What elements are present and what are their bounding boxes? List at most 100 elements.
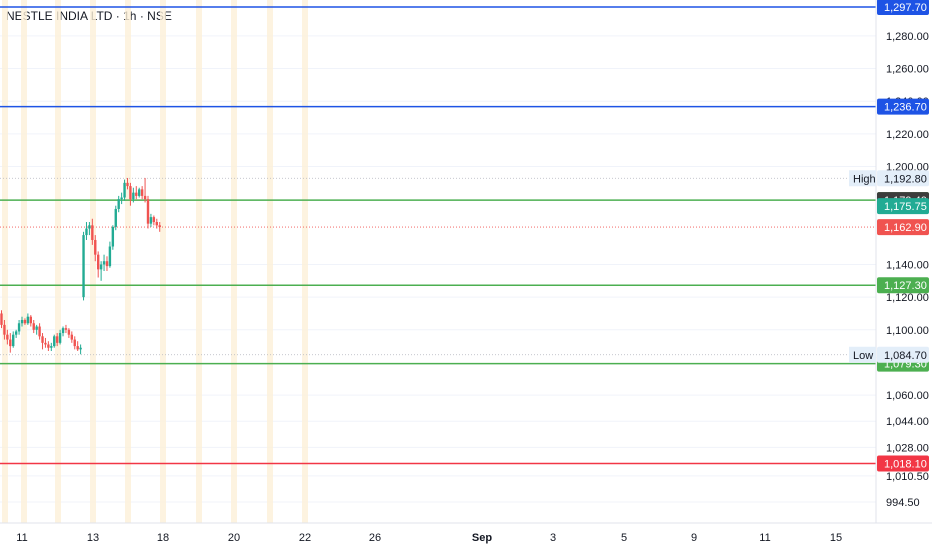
candle-body [114, 208, 117, 227]
candle-body [61, 328, 65, 334]
price-tag-label: 1,018.10 [884, 459, 927, 471]
price-tag-label: 1,236.70 [884, 102, 927, 114]
candle-body [26, 316, 30, 324]
candle-body [55, 336, 59, 343]
candle [155, 218, 158, 229]
candle [73, 336, 76, 350]
candle [35, 324, 38, 335]
price-tag-box [877, 277, 929, 294]
candle [152, 215, 156, 226]
candle [0, 310, 3, 329]
price-axis: 1,280.001,260.001,240.001,220.001,200.00… [849, 0, 932, 550]
time-tick-label: 20 [228, 532, 240, 544]
candle [53, 334, 56, 348]
price-tick-label: 1,028.00 [886, 442, 929, 454]
candle-body [132, 192, 135, 200]
candle-body [35, 326, 38, 330]
price-tick-label: 994.50 [886, 497, 920, 509]
time-tick-label: Sep [472, 532, 492, 544]
candle-body [47, 344, 50, 348]
candle-body [79, 347, 82, 350]
candle [111, 225, 115, 250]
candle [12, 331, 15, 348]
level-price-tag: 1,236.70 [877, 98, 929, 115]
candle-body [32, 323, 35, 330]
candle [55, 333, 59, 347]
marker-tag-box [849, 170, 876, 187]
session-band [231, 0, 237, 523]
candle [20, 316, 24, 327]
candle-body [3, 324, 6, 335]
candle [61, 326, 65, 337]
horizontal-levels [0, 6, 876, 465]
candle [17, 319, 21, 335]
candle [120, 192, 123, 205]
time-tick-label: 15 [830, 532, 842, 544]
candle [146, 195, 150, 229]
candle [3, 319, 6, 340]
candle [44, 337, 47, 348]
candle-body [20, 319, 24, 324]
candle [123, 179, 126, 201]
high-tag: High [849, 170, 876, 187]
candle [32, 319, 35, 334]
candle [94, 235, 97, 262]
candle [108, 241, 112, 268]
candle [38, 323, 41, 340]
candle-body [0, 313, 3, 325]
marker-price-tag: 1,162.90 [877, 219, 929, 236]
candle [138, 187, 141, 198]
candle-body [155, 222, 158, 226]
session-band [302, 0, 308, 523]
marker-tag-label: High [853, 173, 876, 185]
candle [102, 254, 106, 272]
candle [126, 177, 129, 190]
candle-body [129, 186, 132, 200]
candle [29, 315, 32, 327]
candle-body [143, 195, 147, 200]
candle-body [14, 331, 18, 335]
candle-body [138, 189, 141, 196]
marker-price-tag: 1,084.70 [877, 346, 929, 363]
candle-body [29, 316, 32, 324]
candle-body [108, 246, 112, 267]
price-tag-label: 1,297.70 [884, 2, 927, 14]
time-axis: 11 13 18 20 22 26 Sep 3 5 9 11 15 [0, 522, 932, 544]
price-tick-label: 1,260.00 [886, 64, 929, 76]
candle-body [58, 333, 62, 343]
candle-body [149, 217, 153, 224]
session-band [90, 0, 96, 523]
candle-body [41, 336, 44, 343]
candle-body [82, 235, 85, 298]
price-tick-label: 1,044.00 [886, 416, 929, 428]
candle [58, 329, 62, 345]
candle-body [6, 334, 9, 340]
price-tag-label: 1,127.30 [884, 280, 927, 292]
candle [149, 213, 153, 227]
candle-body [117, 199, 120, 209]
candle-body [99, 264, 103, 270]
session-band [160, 0, 166, 523]
candle-body [50, 346, 53, 348]
candle [135, 186, 138, 200]
candle-body [105, 261, 109, 267]
low-tag: Low [849, 346, 876, 363]
time-tick-label: 5 [621, 532, 627, 544]
candle-body [135, 192, 138, 196]
candle-body [91, 225, 94, 240]
time-tick-label: 13 [87, 532, 99, 544]
candle-body [102, 261, 106, 265]
candle-body [73, 339, 76, 347]
candle [9, 333, 12, 353]
candle [23, 318, 27, 325]
price-tag-box [877, 219, 929, 236]
time-tick-label: 11 [759, 532, 770, 544]
candle [114, 205, 117, 231]
candle [14, 329, 18, 338]
time-tick-label: 3 [550, 532, 556, 544]
price-tag-label: 1,175.75 [884, 201, 927, 213]
time-tick-label: 22 [299, 532, 311, 544]
candle [96, 251, 100, 278]
marker-tag-label: Low [853, 350, 873, 362]
